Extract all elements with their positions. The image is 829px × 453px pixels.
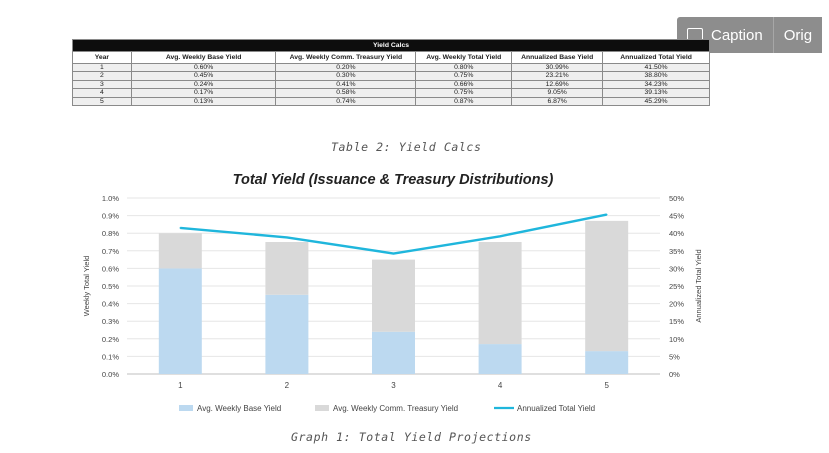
legend-label: Annualized Total Yield (517, 404, 595, 413)
table-row: 1 0.60% 0.20% 0.80% 30.99% 41.50% (72, 62, 710, 73)
table-cell: 39.13% (602, 88, 710, 98)
y-tick-label: 0.4% (102, 300, 119, 309)
y-tick-label: 0.8% (102, 229, 119, 238)
y2-tick-label: 30% (669, 264, 684, 273)
y-tick-label: 0.3% (102, 317, 119, 326)
y2-tick-label: 5% (669, 352, 680, 361)
table-cell: 0.74% (275, 96, 417, 107)
y-tick-label: 0.9% (102, 212, 119, 221)
y2-tick-label: 10% (669, 335, 684, 344)
table-row: 4 0.17% 0.58% 0.75% 9.05% 39.13% (72, 88, 710, 98)
line-point (179, 227, 182, 229)
y2-tick-label: 35% (669, 247, 684, 256)
y2-tick-label: 45% (669, 212, 684, 221)
table-cell: 0.30% (275, 71, 417, 81)
bar-segment (265, 294, 309, 374)
y-tick-label: 0.0% (102, 370, 119, 379)
y2-tick-label: 40% (669, 229, 684, 238)
table-header: Avg. Weekly Total Yield (415, 51, 513, 64)
annualized-total-yield-line (180, 213, 607, 255)
caption-button-label: Caption (711, 26, 763, 44)
table-row: 2 0.45% 0.30% 0.75% 23.21% 38.80% (72, 71, 710, 81)
y2-tick-label: 15% (669, 317, 684, 326)
bar-segment (372, 259, 415, 332)
table-cell: 45.29% (602, 96, 710, 107)
table-header: Avg. Weekly Comm. Treasury Yield (275, 51, 417, 64)
bar-segment (158, 268, 202, 374)
legend-swatch (315, 405, 329, 411)
x-tick-label: 1 (178, 381, 183, 390)
x-tick-label: 4 (498, 381, 503, 390)
bar-segment (478, 344, 522, 374)
y-axis-label: Weekly Total Yield (82, 256, 91, 317)
y2-tick-label: 0% (669, 370, 680, 379)
chart-title: Total Yield (Issuance & Treasury Distrib… (233, 172, 554, 188)
table-caption: Table 2: Yield Calcs (331, 140, 482, 154)
bar-segment (265, 242, 309, 295)
table-row: 5 0.13% 0.74% 0.87% 6.87% 45.29% (72, 96, 710, 107)
table-cell: 41.50% (602, 62, 710, 73)
table-cell: 0.58% (275, 88, 417, 98)
yield-calcs-table: Yield Calcs Year Avg. Weekly Base Yield … (72, 39, 710, 107)
bar-segment (585, 351, 629, 374)
bar-segment (478, 242, 522, 345)
y2-tick-label: 20% (669, 300, 684, 309)
table-header-row: Year Avg. Weekly Base Yield Avg. Weekly … (72, 51, 710, 64)
table-cell: 0.20% (275, 62, 417, 73)
table-header: Annualized Base Yield (511, 51, 604, 64)
y-tick-label: 0.7% (102, 247, 119, 256)
table-cell: 34.23% (602, 79, 710, 90)
y-tick-label: 0.2% (102, 335, 119, 344)
y2-axis-label: Annualized Total Yield (694, 249, 703, 322)
table-row: 3 0.24% 0.41% 0.66% 12.69% 34.23% (72, 79, 710, 90)
y-tick-label: 0.5% (102, 282, 119, 291)
x-tick-label: 2 (285, 381, 290, 390)
bar-segment (158, 233, 202, 269)
legend-swatch (179, 405, 193, 411)
y-tick-label: 0.6% (102, 264, 119, 273)
line-point (605, 213, 608, 216)
table-cell: 0.41% (275, 79, 417, 90)
y-tick-label: 0.1% (102, 352, 119, 361)
table-cell: 38.80% (602, 71, 710, 81)
y-tick-label: 1.0% (102, 194, 119, 203)
table-title: Yield Calcs (72, 39, 710, 52)
legend-label: Avg. Weekly Comm. Treasury Yield (333, 404, 458, 413)
x-tick-label: 3 (391, 381, 396, 390)
line-point (286, 236, 288, 239)
original-button[interactable]: Orig (772, 17, 822, 53)
bar-segment (372, 331, 415, 374)
table-header: Year (72, 51, 132, 64)
line-point (499, 235, 501, 238)
graph-caption: Graph 1: Total Yield Projections (291, 430, 532, 444)
table-header: Avg. Weekly Base Yield (130, 51, 277, 64)
legend-label: Avg. Weekly Base Yield (197, 404, 281, 413)
bar-segment (585, 220, 629, 352)
y2-tick-label: 50% (669, 194, 684, 203)
x-tick-label: 5 (604, 381, 609, 390)
y2-tick-label: 25% (669, 282, 684, 291)
line-point (392, 252, 395, 255)
original-button-label: Orig (783, 26, 813, 44)
